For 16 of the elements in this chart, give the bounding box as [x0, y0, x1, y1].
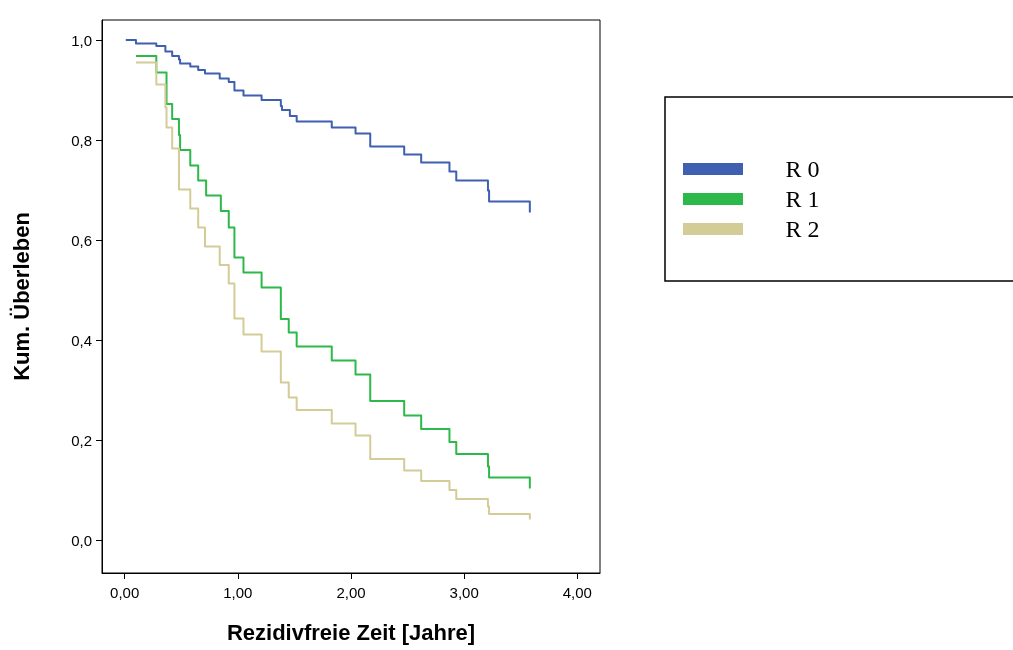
y-tick-label: 0,4	[71, 331, 92, 349]
y-tick-label: 0,2	[71, 431, 92, 449]
y-tick-label: 0,0	[71, 531, 92, 549]
x-tick-label: 2,00	[336, 584, 366, 601]
x-tick-label: 4,00	[562, 584, 592, 601]
y-tick-label: 0,8	[71, 131, 92, 149]
legend-label: R 1	[785, 186, 820, 212]
x-tick-label: 1,00	[223, 584, 253, 601]
x-tick-label: 3,00	[449, 584, 479, 601]
y-axis-title: Kum. Überleben	[8, 212, 34, 381]
x-axis-title: Rezidivfreie Zeit [Jahre]	[226, 619, 476, 645]
legend-label: R 0	[785, 156, 820, 182]
legend-label: R 2	[785, 216, 820, 242]
x-tick-label: 0,00	[110, 584, 140, 601]
y-tick-label: 1,0	[71, 31, 92, 49]
y-tick-label: 0,6	[71, 231, 92, 249]
